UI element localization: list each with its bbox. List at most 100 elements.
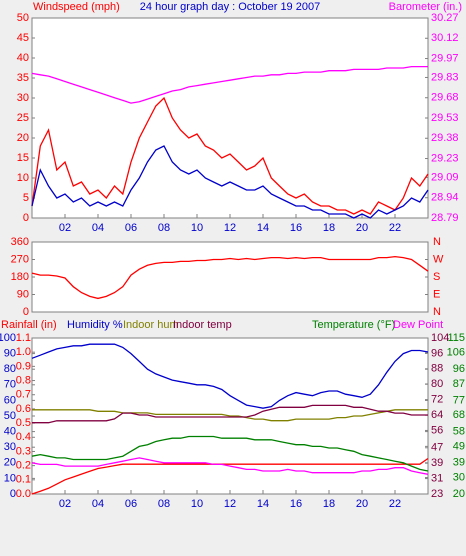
plot-area	[31, 17, 429, 219]
chart-title: 24 hour graph day : October 19 2007	[140, 1, 320, 13]
y-tick-label: 29.23	[431, 152, 459, 164]
series-line	[31, 457, 429, 495]
y-tick-label: 47	[431, 442, 443, 454]
x-tick-label: 08	[158, 222, 170, 234]
y-tick-label: 29.38	[431, 132, 459, 144]
plot-area	[31, 241, 429, 313]
x-tick-label: 12	[224, 498, 236, 510]
y-tick-label: 106	[447, 347, 465, 359]
y-tick-label: E	[433, 288, 440, 300]
y-tick-label: 88	[431, 363, 443, 375]
series-line	[31, 96, 429, 215]
y-tick-label: 15	[17, 152, 29, 164]
y-tick-label: N	[433, 236, 441, 248]
x-tick-label: 10	[191, 222, 203, 234]
y-tick-label: 72	[431, 394, 443, 406]
x-tick-label: 02	[59, 498, 71, 510]
y-tick-label: 0	[10, 488, 16, 500]
y-tick-label: W	[433, 253, 444, 265]
y-tick-label: 0.3	[16, 445, 31, 457]
x-tick-label: 18	[323, 498, 335, 510]
y-tick-label: 0.8	[16, 374, 31, 386]
y-tick-label: 30	[4, 441, 16, 453]
y-tick-label: S	[433, 271, 440, 283]
series-line	[31, 435, 429, 472]
y-tick-label: 30.27	[431, 12, 459, 24]
y-tick-label: 360	[11, 236, 29, 248]
y-tick-label: 29.97	[431, 52, 459, 64]
y-tick-label: 20	[4, 457, 16, 469]
x-tick-label: 22	[389, 498, 401, 510]
y-tick-label: 0.5	[16, 417, 31, 429]
x-tick-label: 14	[257, 498, 269, 510]
y-tick-label: 60	[4, 394, 16, 406]
y-tick-label: 70	[4, 379, 16, 391]
y-tick-label: 23	[431, 488, 443, 500]
y-tick-label: 80	[4, 363, 16, 375]
series-line	[31, 145, 429, 219]
y-tick-label: 31	[431, 472, 443, 484]
y-tick-label: 5	[23, 192, 29, 204]
y-tick-label: 0	[23, 212, 29, 224]
y-tick-label: 30	[17, 92, 29, 104]
x-tick-label: 20	[356, 498, 368, 510]
y-tick-label: 0.7	[16, 389, 31, 401]
x-tick-label: 12	[224, 222, 236, 234]
series-line	[31, 255, 429, 300]
y-tick-label: 100	[0, 332, 16, 344]
y-tick-label: 40	[4, 426, 16, 438]
y-tick-label: 90	[17, 288, 29, 300]
y-tick-label: 180	[11, 271, 29, 283]
legend-label: Indoor hum	[123, 319, 179, 331]
y-tick-label: 0.0	[16, 488, 31, 500]
y-tick-label: 0	[23, 306, 29, 318]
y-tick-label: 30	[453, 471, 465, 483]
x-tick-label: 08	[158, 498, 170, 510]
x-tick-label: 06	[125, 498, 137, 510]
y-tick-label: 35	[17, 72, 29, 84]
y-tick-label: 1.0	[16, 346, 31, 358]
y-tick-label: 49	[453, 440, 465, 452]
y-tick-label: 0.4	[16, 431, 31, 443]
x-tick-label: 18	[323, 222, 335, 234]
y-tick-label: 1.1	[16, 332, 31, 344]
x-tick-label: 06	[125, 222, 137, 234]
y-tick-label: 115	[447, 332, 465, 344]
x-tick-label: 10	[191, 498, 203, 510]
y-tick-label: 0.6	[16, 403, 31, 415]
y-tick-label: 39	[431, 457, 443, 469]
y-tick-label: 96	[431, 347, 443, 359]
x-tick-label: 14	[257, 222, 269, 234]
x-tick-label: 20	[356, 222, 368, 234]
y-tick-label: 29.09	[431, 171, 459, 183]
y-tick-label: N	[433, 306, 441, 318]
y-tick-label: 104	[431, 332, 449, 344]
x-tick-label: 16	[290, 498, 302, 510]
y-tick-label: 87	[453, 378, 465, 390]
x-tick-label: 04	[92, 498, 104, 510]
y-tick-label: 50	[4, 410, 16, 422]
x-tick-label: 02	[59, 222, 71, 234]
y-tick-label: 10	[4, 472, 16, 484]
series-line	[31, 343, 429, 409]
x-tick-label: 04	[92, 222, 104, 234]
y-tick-label: 68	[453, 409, 465, 421]
x-tick-label: 16	[290, 222, 302, 234]
y-tick-label: 50	[17, 12, 29, 24]
y-tick-label: 0.9	[16, 360, 31, 372]
legend-label: Humidity %	[67, 319, 123, 331]
y-tick-label: 56	[431, 424, 443, 436]
y-tick-label: 96	[453, 363, 465, 375]
y-tick-label: 40	[17, 52, 29, 64]
series-line	[32, 404, 428, 424]
y-tick-label: 0.1	[16, 474, 31, 486]
y-tick-label: 64	[431, 409, 443, 421]
y-tick-label: 0.2	[16, 460, 31, 472]
y-tick-label: 80	[431, 378, 443, 390]
legend-label: Indoor temp	[173, 319, 232, 331]
legend-label: Rainfall (in)	[1, 319, 57, 331]
y-tick-label: 29.68	[431, 92, 459, 104]
legend-label: Dew Point	[393, 319, 443, 331]
